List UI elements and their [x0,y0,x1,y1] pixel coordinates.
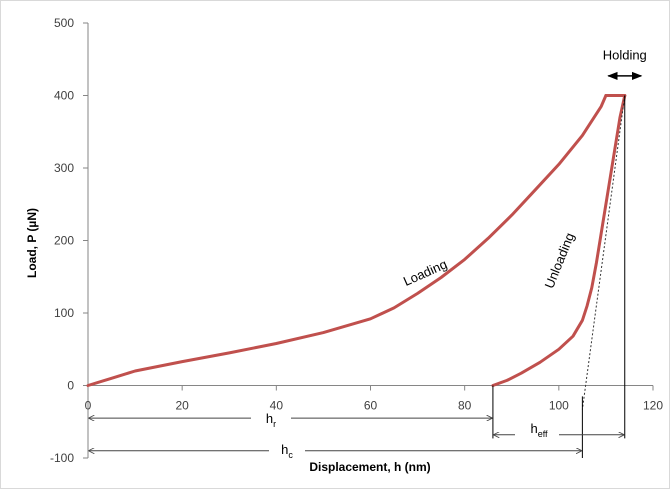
h-c-label: hc [281,442,293,460]
y-axis-title: Load, P (µN) [25,208,39,278]
series-unloading-line [491,94,627,387]
h-r-label: hr [266,411,276,429]
x-tick-label: 40 [270,399,284,413]
x-tick-label: 120 [643,399,663,413]
tick-labels: -100 0 100 200 300 400 500 0 20 40 60 80 100 120 [50,16,663,465]
unloading-label: Unloading [541,231,577,291]
x-tick-label: 100 [549,399,569,413]
y-tick-label: 0 [67,379,74,393]
h-eff-label: heff [530,421,548,439]
y-tick-label: 500 [54,16,74,30]
y-tick-label: 400 [54,89,74,103]
y-tick-label: -100 [50,451,74,465]
y-tick-label: 300 [54,161,74,175]
x-tick-label: 0 [85,399,92,413]
y-tick-label: 200 [54,234,74,248]
y-tick-label: 100 [54,306,74,320]
loading-label: Loading [401,256,449,289]
x-tick-label: 20 [175,399,189,413]
x-tick-label: 60 [364,399,378,413]
holding-label: Holding [603,47,647,62]
tangent-dashed-line [581,95,626,410]
x-tick-label: 80 [458,399,472,413]
x-axis-title: Displacement, h (nm) [309,460,430,474]
series [86,94,627,387]
series-loading-line [86,94,608,387]
